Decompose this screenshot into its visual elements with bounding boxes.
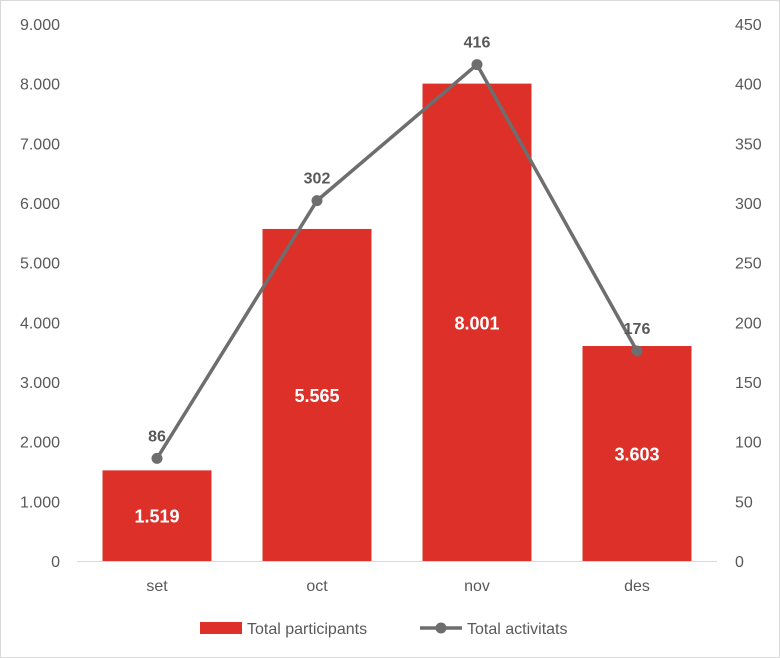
right-axis-tick-label: 200 — [735, 315, 762, 332]
x-axis-category-label: des — [624, 578, 650, 595]
legend-marker-line — [435, 622, 447, 634]
line-point — [471, 59, 483, 71]
legend-label-bar: Total participants — [247, 621, 367, 638]
line-value-label: 86 — [148, 428, 166, 445]
x-axis-category-label: set — [146, 578, 168, 595]
right-axis-tick-label: 100 — [735, 435, 762, 452]
left-axis-tick-label: 0 — [51, 554, 60, 571]
line-path — [155, 62, 639, 461]
x-axis-categories: set oct nov des — [146, 578, 650, 595]
x-axis-category-label: nov — [464, 578, 490, 595]
left-axis-tick-label: 5.000 — [20, 256, 60, 273]
bar — [422, 83, 532, 562]
right-axis: 0 50 100 150 200 250 300 350 400 450 — [735, 17, 762, 571]
line-value-label: 176 — [624, 321, 651, 338]
left-axis-tick-label: 8.000 — [20, 77, 60, 94]
left-axis-tick-label: 7.000 — [20, 136, 60, 153]
bar-value-label: 8.001 — [454, 313, 499, 333]
bar-series: 1.519 5.565 8.001 3.603 — [102, 83, 692, 562]
left-axis: 0 1.000 2.000 3.000 4.000 5.000 6.000 7.000 8.00… — [20, 17, 60, 571]
line-series: 86 302 416 176 — [148, 35, 650, 464]
bar-value-label: 1.519 — [134, 507, 179, 527]
legend-label-line: Total activitats — [467, 621, 567, 638]
line-point — [311, 195, 323, 207]
line-value-label: 416 — [464, 35, 491, 52]
bar-value-label: 3.603 — [614, 445, 659, 465]
right-axis-tick-label: 250 — [735, 256, 762, 273]
bar — [262, 228, 372, 561]
right-axis-tick-label: 450 — [735, 17, 762, 34]
right-axis-tick-label: 50 — [735, 494, 753, 511]
x-axis-category-label: oct — [306, 578, 328, 595]
left-axis-tick-label: 9.000 — [20, 17, 60, 34]
bar — [102, 470, 212, 561]
left-axis-tick-label: 1.000 — [20, 494, 60, 511]
bar-value-label: 5.565 — [294, 386, 339, 406]
bar — [582, 346, 692, 561]
right-axis-tick-label: 400 — [735, 77, 762, 94]
right-axis-tick-label: 150 — [735, 375, 762, 392]
right-axis-tick-label: 300 — [735, 196, 762, 213]
line-value-label: 302 — [304, 171, 331, 188]
left-axis-tick-label: 3.000 — [20, 375, 60, 392]
right-axis-tick-label: 350 — [735, 136, 762, 153]
line-point — [631, 345, 643, 357]
left-axis-tick-label: 4.000 — [20, 315, 60, 332]
left-axis-tick-label: 2.000 — [20, 435, 60, 452]
left-axis-tick-label: 6.000 — [20, 196, 60, 213]
legend: Total participants Total activitats — [200, 621, 567, 638]
legend-swatch-bar — [200, 622, 242, 634]
right-axis-tick-label: 0 — [735, 554, 744, 571]
line-point — [151, 452, 163, 464]
